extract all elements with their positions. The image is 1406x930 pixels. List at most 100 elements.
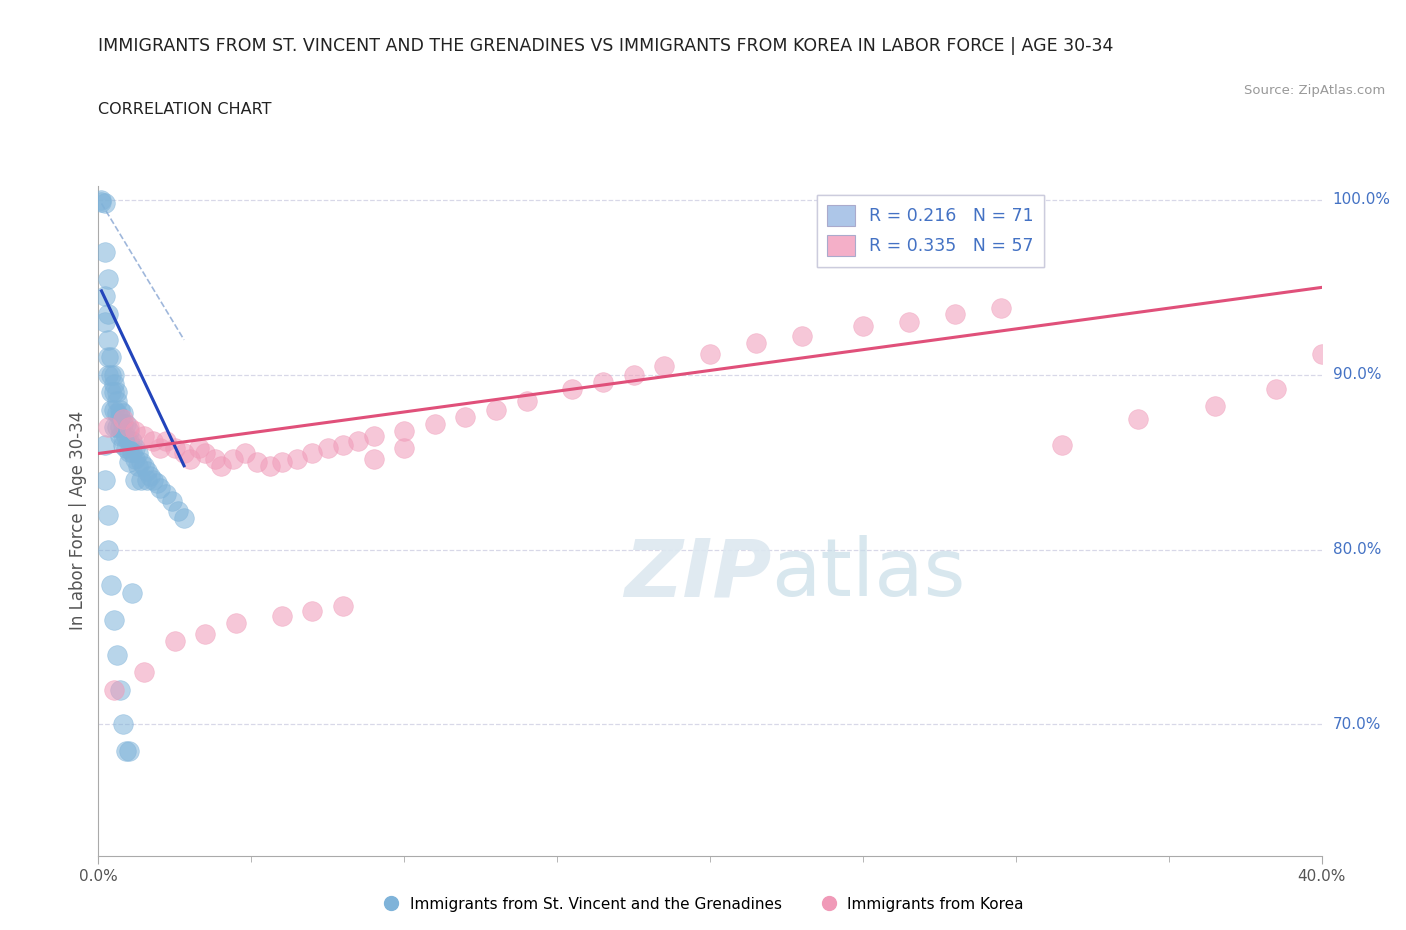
Text: atlas: atlas <box>772 536 966 614</box>
Point <box>93 196 115 211</box>
Point <box>160 493 183 508</box>
Point <box>108 409 131 424</box>
Y-axis label: In Labor Force | Age 30-34: In Labor Force | Age 30-34 <box>69 411 87 631</box>
Point <box>97 542 120 557</box>
Point <box>790 329 813 344</box>
Point <box>259 458 281 473</box>
Point <box>332 437 354 452</box>
Point <box>115 429 138 444</box>
Point <box>316 441 339 456</box>
Point <box>111 405 134 420</box>
Point <box>592 375 614 390</box>
Point <box>179 451 201 466</box>
Point <box>897 315 920 330</box>
Point <box>103 367 125 382</box>
Point <box>167 504 190 519</box>
Point <box>97 367 120 382</box>
Point <box>270 455 292 470</box>
Point <box>142 472 165 487</box>
Point <box>100 367 122 382</box>
Point <box>173 511 195 525</box>
Point <box>516 393 538 408</box>
Point <box>105 419 128 434</box>
Point <box>118 455 141 470</box>
Point <box>97 419 120 434</box>
Point <box>347 433 370 448</box>
Point <box>136 463 159 478</box>
Point <box>127 458 149 473</box>
Point <box>363 451 385 466</box>
Point <box>561 381 583 396</box>
Point <box>124 451 146 466</box>
Point <box>142 433 165 448</box>
Point <box>1264 381 1286 396</box>
Point <box>111 417 134 432</box>
Point <box>852 318 875 333</box>
Point <box>121 433 143 448</box>
Point <box>1128 411 1150 426</box>
Point <box>118 419 141 434</box>
Point <box>100 578 122 592</box>
Point <box>105 393 128 408</box>
Point <box>103 612 125 627</box>
Point <box>136 472 159 487</box>
Point <box>115 441 138 456</box>
Point <box>1204 399 1226 414</box>
Point <box>163 633 186 648</box>
Point <box>103 385 125 400</box>
Point <box>623 367 645 382</box>
Point <box>332 598 354 613</box>
Point <box>124 423 146 438</box>
Point <box>97 272 120 286</box>
Legend: Immigrants from St. Vincent and the Grenadines, Immigrants from Korea: Immigrants from St. Vincent and the Gren… <box>375 891 1031 918</box>
Point <box>155 486 177 501</box>
Point <box>194 626 217 641</box>
Point <box>124 472 146 487</box>
Point <box>149 481 172 496</box>
Point <box>108 429 131 444</box>
Point <box>204 451 226 466</box>
Point <box>163 441 186 456</box>
Point <box>124 441 146 456</box>
Point <box>301 604 323 618</box>
Legend: R = 0.216   N = 71, R = 0.335   N = 57: R = 0.216 N = 71, R = 0.335 N = 57 <box>817 194 1043 267</box>
Point <box>270 608 292 623</box>
Point <box>93 437 115 452</box>
Point <box>111 411 134 426</box>
Point <box>108 419 131 434</box>
Point <box>225 616 247 631</box>
Point <box>285 451 308 466</box>
Point <box>990 301 1012 316</box>
Point <box>149 441 172 456</box>
Point <box>194 446 217 461</box>
Point <box>209 458 232 473</box>
Text: CORRELATION CHART: CORRELATION CHART <box>98 102 271 117</box>
Text: 100.0%: 100.0% <box>1333 193 1391 207</box>
Point <box>1050 437 1073 452</box>
Point <box>108 403 131 418</box>
Point <box>108 682 131 697</box>
Point <box>93 245 115 259</box>
Point <box>111 437 134 452</box>
Point <box>93 288 115 303</box>
Point <box>103 682 125 697</box>
Point <box>392 441 416 456</box>
Point <box>103 403 125 418</box>
Point <box>155 433 177 448</box>
Text: 90.0%: 90.0% <box>1333 367 1381 382</box>
Text: 80.0%: 80.0% <box>1333 542 1381 557</box>
Text: ZIP: ZIP <box>624 536 772 614</box>
Point <box>188 441 211 456</box>
Point <box>233 446 256 461</box>
Point <box>118 423 141 438</box>
Point <box>90 193 112 207</box>
Point <box>118 433 141 448</box>
Point <box>134 429 156 444</box>
Point <box>652 359 675 374</box>
Point <box>139 469 162 484</box>
Point <box>111 429 134 444</box>
Point <box>145 476 167 491</box>
Point <box>392 423 416 438</box>
Point <box>173 446 195 461</box>
Point <box>105 647 128 662</box>
